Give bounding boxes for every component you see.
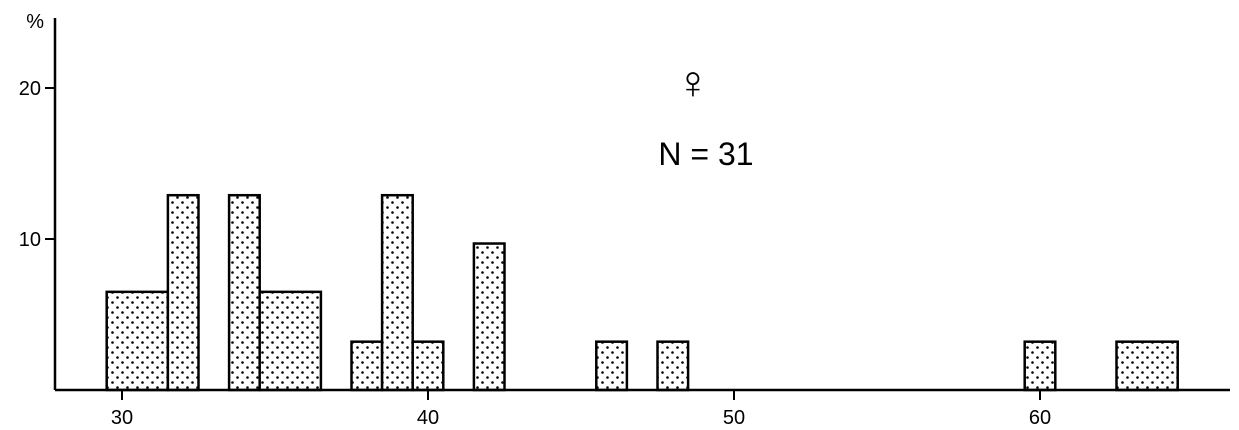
y-ticks: 10 20 — [19, 78, 55, 251]
x-tick-label-40: 40 — [417, 407, 439, 429]
histogram-bars — [105, 193, 1179, 392]
x-tick-label-50: 50 — [723, 407, 745, 429]
y-axis-unit-label: % — [26, 11, 44, 33]
histogram-bar-9 — [595, 340, 629, 392]
histogram-bar-5 — [350, 340, 384, 392]
histogram-bar-12 — [1115, 340, 1179, 392]
histogram-bar-1 — [105, 290, 170, 392]
x-tick-label-60: 60 — [1029, 407, 1051, 429]
histogram-bar-2 — [166, 193, 200, 392]
histogram-bar-4 — [258, 290, 323, 392]
histogram-bar-10 — [656, 340, 690, 392]
histogram-bar-3 — [227, 193, 261, 392]
histogram-bar-8 — [472, 242, 506, 392]
x-tick-label-30: 30 — [111, 407, 133, 429]
histogram-bar-11 — [1023, 340, 1057, 392]
y-tick-label-20: 20 — [19, 78, 41, 100]
female-symbol-annotation: ♀ — [676, 56, 711, 108]
y-tick-label-10: 10 — [19, 229, 41, 251]
histogram-bar-6 — [380, 193, 414, 392]
x-ticks: 30 40 50 60 — [111, 390, 1051, 429]
sample-size-annotation: N = 31 — [658, 136, 753, 172]
histogram-bar-7 — [411, 340, 445, 392]
